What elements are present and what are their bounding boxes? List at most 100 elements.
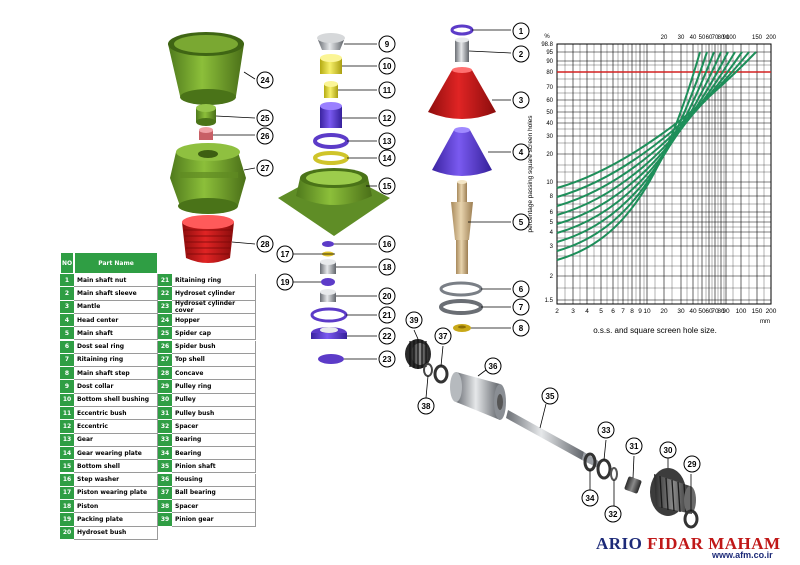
website: www.afm.co.ir xyxy=(712,550,773,560)
table-row: 19 Packing plate xyxy=(60,513,158,527)
x-tick-label: 100 xyxy=(736,308,747,315)
callout-16: 16 xyxy=(378,235,396,253)
callout-20: 20 xyxy=(378,287,396,305)
y-tick-label: 5 xyxy=(550,220,554,226)
top-x-tick-label: 90 xyxy=(723,35,730,41)
part-number: 10 xyxy=(60,393,74,407)
table-row: 3 Mantle xyxy=(60,300,158,314)
x-tick-label: 150 xyxy=(752,308,763,315)
part-number: 16 xyxy=(60,473,74,487)
callout-label: 33 xyxy=(602,426,611,435)
grading-chart: %98.8959080706050403020108654321.5percen… xyxy=(527,34,777,335)
grading-curve xyxy=(556,51,757,189)
table-row: 10 Bottom shell bushing xyxy=(60,393,158,407)
table-row: 31 Pulley bush xyxy=(158,407,256,421)
part-number: 25 xyxy=(158,327,172,341)
callout-label: 37 xyxy=(439,332,448,341)
part-name: Piston xyxy=(74,500,158,514)
callout-36: 36 xyxy=(484,357,502,375)
header-no: NO xyxy=(60,252,74,274)
part-number: 5 xyxy=(60,327,74,341)
table-row: 22 Hydroset cylinder xyxy=(158,287,256,301)
callout-29: 29 xyxy=(683,455,701,473)
part-number: 18 xyxy=(60,500,74,514)
part-number: 2 xyxy=(60,287,74,301)
callout-4: 4 xyxy=(512,143,530,161)
callout-label: 38 xyxy=(422,402,431,411)
part-step-washer xyxy=(322,241,334,247)
callout-13: 13 xyxy=(378,132,396,150)
y-tick-label: 80 xyxy=(546,70,553,76)
part-number: 21 xyxy=(158,274,172,288)
part-spacer-38 xyxy=(423,363,433,377)
parts-table-header: NO Part Name xyxy=(60,252,158,274)
callout-18: 18 xyxy=(378,258,396,276)
callout-label: 39 xyxy=(410,316,419,325)
part-number: 36 xyxy=(158,473,172,487)
part-name: Pulley ring xyxy=(172,380,256,394)
part-name: Pinion shaft xyxy=(172,460,256,474)
callout-28: 28 xyxy=(256,235,274,253)
part-number: 33 xyxy=(158,433,172,447)
table-row: 24 Hopper xyxy=(158,313,256,328)
part-dost-seal-ring xyxy=(439,281,483,297)
part-ritaining-ring-7 xyxy=(439,299,483,315)
callout-14: 14 xyxy=(378,149,396,167)
y-tick-label: 3 xyxy=(550,244,554,250)
part-number: 27 xyxy=(158,353,172,368)
table-row: 26 Spider bush xyxy=(158,340,256,354)
table-row: 9 Dost collar xyxy=(60,380,158,394)
part-name: Ritaining ring xyxy=(172,274,256,288)
part-name: Spacer xyxy=(172,500,256,514)
part-housing xyxy=(450,372,506,420)
top-x-tick-label: 60 xyxy=(706,35,713,41)
callout-label: 25 xyxy=(261,114,270,123)
callout-label: 8 xyxy=(519,324,524,333)
part-hydroset-bush xyxy=(320,289,336,302)
part-name: Main shaft xyxy=(74,327,158,341)
callout-label: 23 xyxy=(383,355,392,364)
part-number: 22 xyxy=(158,287,172,301)
part-name: Pulley bush xyxy=(172,407,256,421)
grading-curve xyxy=(556,51,743,207)
y-axis-label: percentage passing square screen holes xyxy=(527,115,534,233)
part-name: Hopper xyxy=(172,313,256,328)
callout-label: 20 xyxy=(383,292,392,301)
grading-curve xyxy=(556,51,736,216)
part-name: Main shaft step xyxy=(74,367,158,381)
table-row: 2 Main shaft sleeve xyxy=(60,287,158,301)
callout-2: 2 xyxy=(512,45,530,63)
part-spider-cap xyxy=(196,104,216,126)
part-number: 9 xyxy=(60,380,74,394)
part-number: 17 xyxy=(60,486,74,501)
part-name: Main shaft nut xyxy=(74,274,158,288)
callout-35: 35 xyxy=(541,387,559,405)
part-dost-collar xyxy=(317,33,345,50)
y-tick-label: 60 xyxy=(546,98,553,104)
table-row: 25 Spider cap xyxy=(158,327,256,341)
part-name: Concave xyxy=(172,367,256,381)
table-row: 34 Bearing xyxy=(158,446,256,461)
part-number: 3 xyxy=(60,300,74,314)
table-row: 21 Ritaining ring xyxy=(158,274,256,288)
callout-5: 5 xyxy=(512,213,530,231)
y-tick-label: 2 xyxy=(550,274,554,280)
y-tick-label: 1.5 xyxy=(545,298,554,304)
part-mantle xyxy=(428,67,496,119)
x-tick-label: 20 xyxy=(660,308,668,315)
part-name: Bearing xyxy=(172,446,256,461)
part-number: 13 xyxy=(60,433,74,447)
y-tick-label: 90 xyxy=(546,59,553,65)
table-row: 36 Housing xyxy=(158,473,256,487)
part-name: Piston wearing plate xyxy=(74,486,158,501)
callout-label: 26 xyxy=(261,132,270,141)
callout-33: 33 xyxy=(597,421,615,439)
part-piston xyxy=(320,259,336,274)
callout-label: 17 xyxy=(281,250,290,259)
x-tick-label: 3 xyxy=(571,308,575,315)
part-hydroset-cylinder-cover xyxy=(318,354,344,364)
x-tick-label: 200 xyxy=(766,308,777,315)
y-tick-label: 95 xyxy=(546,50,553,56)
table-row: 18 Piston xyxy=(60,500,158,514)
